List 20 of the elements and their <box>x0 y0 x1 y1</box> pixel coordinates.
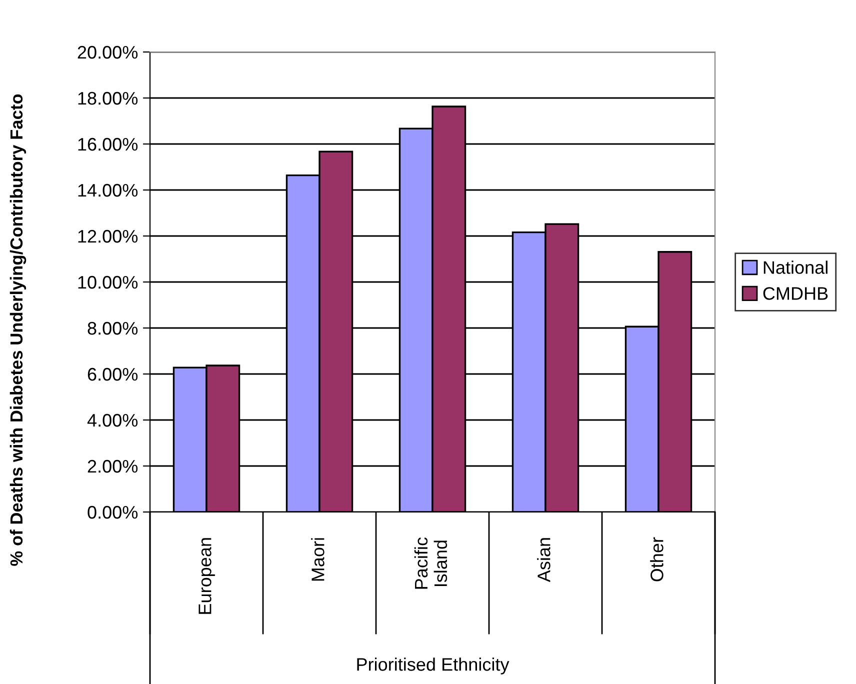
x-tick-label: Maori <box>311 538 324 581</box>
legend-label: National <box>764 260 828 274</box>
y-tick-label: 6.00% <box>88 368 138 381</box>
x-tick-label: European <box>198 538 215 614</box>
legend-label: CMDHB <box>763 287 828 300</box>
x-tick-label: Asian <box>537 538 550 582</box>
x-tick-label: Other <box>650 537 664 582</box>
y-tick-label: 14.00% <box>78 184 138 197</box>
x-axis-title: Prioritised Ethnicity <box>357 658 510 674</box>
y-tick-label: 4.00% <box>87 414 138 427</box>
y-tick-label: 20.00% <box>78 46 138 59</box>
y-axis-title: % of Deaths with Diabetes Underlying/Contributory Facto <box>10 94 26 566</box>
y-tick-label: 0.00% <box>88 506 138 519</box>
y-tick-label: 2.00% <box>88 460 138 473</box>
y-tick-label: 10.00% <box>78 276 138 289</box>
y-tick-label: 18.00% <box>78 92 138 105</box>
y-tick-label: 8.00% <box>88 322 138 335</box>
y-tick-label: 12.00% <box>78 230 138 243</box>
x-tick-label: Pacific Island <box>414 537 448 589</box>
y-tick-label: 16.00% <box>78 138 138 151</box>
